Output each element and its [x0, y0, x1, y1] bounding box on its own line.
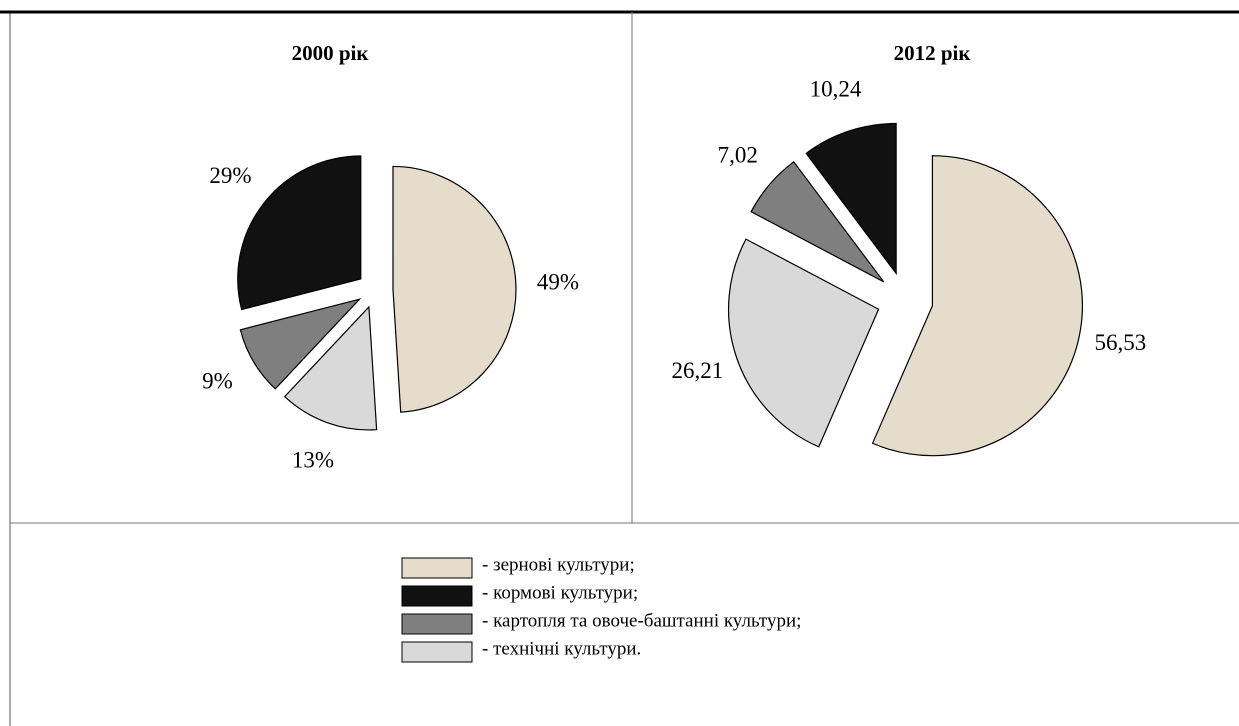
pie-slice [805, 122, 897, 276]
value-label: 56,53 [1095, 330, 1147, 355]
pie-slice [239, 298, 362, 390]
value-label: 49% [537, 270, 579, 295]
pie-slice [237, 155, 362, 311]
legend-label: - кормові культури; [482, 582, 638, 603]
value-label: 9% [202, 368, 233, 393]
value-label: 10,24 [810, 77, 862, 102]
chart-title: 2012 рік [894, 41, 972, 65]
legend-swatch [401, 613, 473, 635]
pie-slice [283, 305, 378, 431]
pie-slice [750, 160, 885, 283]
value-label: 7,02 [718, 142, 758, 167]
value-label: 26,21 [672, 358, 724, 383]
legend-label: - зернові культури; [482, 554, 635, 575]
legend-swatch [401, 585, 473, 607]
legend-swatch [401, 641, 473, 663]
pie-slice [728, 238, 880, 448]
legend-swatch [401, 557, 473, 579]
legend-label: - технічні культури. [482, 638, 641, 659]
value-label: 29% [209, 163, 251, 188]
value-label: 13% [292, 447, 334, 472]
legend-label: - картопля та овоче-баштанні культури; [482, 610, 801, 631]
pie-slice [392, 165, 517, 413]
pie-slice [871, 155, 1083, 457]
chart-title: 2000 рік [292, 41, 370, 65]
